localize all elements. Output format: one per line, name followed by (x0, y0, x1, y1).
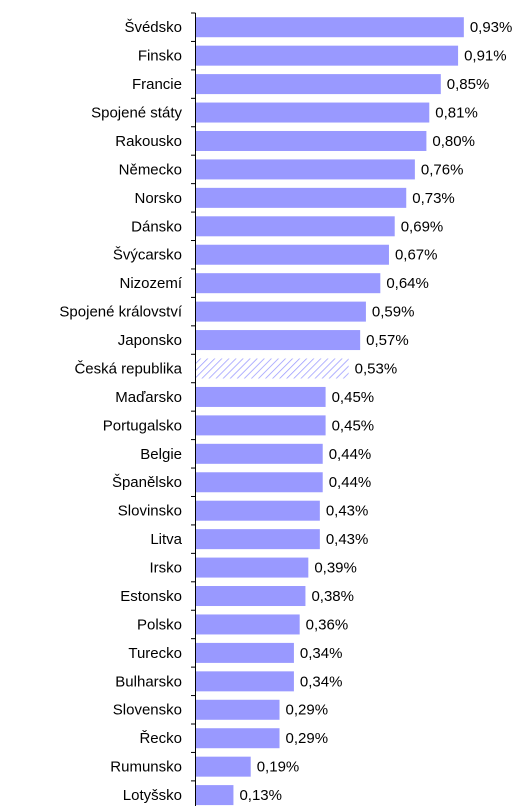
category-label: Slovensko (113, 702, 182, 719)
category-label: Spojené království (59, 304, 182, 321)
bar (196, 159, 415, 180)
value-label: 0,59% (372, 304, 415, 321)
category-label: Belgie (140, 446, 182, 463)
bar (196, 415, 326, 436)
category-label: Švédsko (124, 19, 182, 36)
bar (196, 102, 430, 123)
value-label: 0,19% (257, 759, 300, 776)
value-label: 0,29% (286, 702, 329, 719)
bar (196, 443, 323, 464)
bar (196, 785, 234, 806)
category-label: Francie (132, 76, 182, 93)
value-label: 0,43% (326, 503, 369, 520)
category-label: Rumunsko (110, 759, 182, 776)
value-label: 0,57% (366, 332, 409, 349)
value-label: 0,64% (386, 275, 429, 292)
category-label: Litva (150, 531, 182, 548)
bar (196, 529, 320, 550)
value-label: 0,73% (412, 190, 455, 207)
bar (196, 130, 427, 151)
category-label: Bulharsko (115, 673, 182, 690)
value-label: 0,36% (306, 616, 349, 633)
category-label: Spojené státy (91, 105, 182, 122)
category-label: Norsko (134, 190, 182, 207)
category-label: Polsko (137, 616, 182, 633)
bar (196, 273, 381, 294)
category-label: Lotyšsko (123, 787, 182, 804)
value-label: 0,38% (311, 588, 354, 605)
value-label: 0,93% (470, 19, 513, 36)
bar (196, 756, 251, 777)
category-label: Irsko (149, 560, 182, 577)
value-label: 0,45% (332, 389, 375, 406)
value-label: 0,44% (329, 474, 372, 491)
value-label: 0,43% (326, 531, 369, 548)
bar (196, 301, 366, 322)
bar (196, 74, 441, 95)
category-label: Japonsko (118, 332, 182, 349)
value-label: 0,34% (300, 645, 343, 662)
category-label: Turecko (128, 645, 182, 662)
bar (196, 586, 306, 607)
bar (196, 386, 326, 407)
bar (196, 17, 464, 38)
category-label: Nizozemí (119, 275, 182, 292)
bar (196, 244, 389, 265)
value-label: 0,80% (432, 133, 475, 150)
category-label: Dánsko (131, 218, 182, 235)
bar (196, 614, 300, 635)
value-label: 0,91% (464, 48, 507, 65)
bar (196, 671, 294, 692)
category-label: Německo (119, 161, 182, 178)
value-label: 0,53% (355, 360, 398, 377)
category-label: Rakousko (115, 133, 182, 150)
bar (196, 330, 361, 351)
bar (196, 216, 395, 237)
value-label: 0,34% (300, 673, 343, 690)
bar (196, 45, 459, 66)
category-label: Česká republika (74, 360, 182, 377)
value-label: 0,81% (435, 105, 478, 122)
value-label: 0,45% (332, 417, 375, 434)
value-label: 0,13% (239, 787, 282, 804)
value-label: 0,44% (329, 446, 372, 463)
bar (196, 557, 309, 578)
value-label: 0,69% (401, 218, 444, 235)
bar (196, 642, 294, 663)
bar (196, 699, 280, 720)
value-label: 0,85% (447, 76, 490, 93)
category-label: Finsko (138, 48, 182, 65)
category-label: Řecko (139, 730, 182, 747)
bar (196, 500, 320, 521)
category-label: Maďarsko (115, 389, 182, 406)
value-label: 0,39% (314, 560, 357, 577)
category-label: Španělsko (112, 474, 182, 491)
value-label: 0,29% (286, 730, 329, 747)
bar (196, 187, 407, 208)
value-label: 0,67% (395, 247, 438, 264)
category-label: Portugalsko (103, 417, 182, 434)
bar (196, 358, 349, 379)
bar (196, 728, 280, 749)
bar (196, 472, 323, 493)
category-label: Švýcarsko (113, 247, 182, 264)
value-label: 0,76% (421, 161, 464, 178)
category-label: Slovinsko (118, 503, 182, 520)
category-label: Estonsko (120, 588, 182, 605)
